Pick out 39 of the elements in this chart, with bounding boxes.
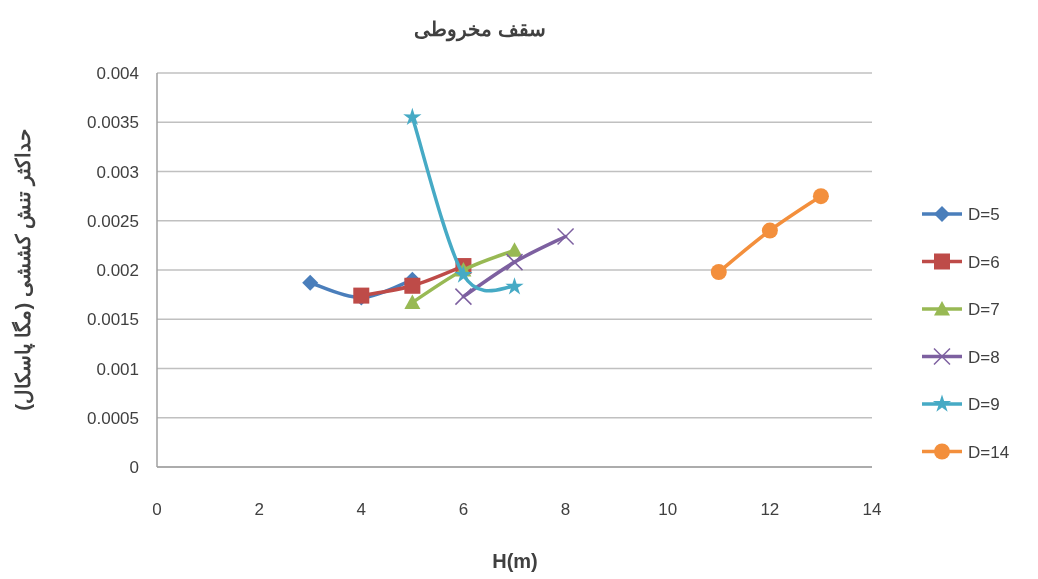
y-tick-label: 0.0035 (87, 113, 139, 133)
y-axis-title: حداکثر تنش کششی (مگا پاسکال) (11, 129, 36, 411)
chart-title: سقف مخروطی (414, 18, 546, 42)
point (505, 277, 524, 295)
point (404, 294, 421, 309)
point (454, 287, 473, 306)
x-axis-title: H(m) (492, 550, 538, 572)
y-tick-label: 0.002 (96, 261, 139, 280)
y-tick-label: 0.004 (96, 64, 139, 83)
x-tick-label: 8 (560, 500, 571, 519)
point (404, 277, 421, 294)
point (403, 107, 422, 126)
x-tick-label: 14 (862, 500, 882, 519)
y-tick-label: 0.0005 (87, 408, 139, 428)
legend-label: D=8 (968, 347, 1000, 367)
point (506, 242, 523, 257)
x-tick-label: 6 (458, 500, 469, 519)
y-tick-label: 0.003 (96, 162, 139, 182)
legend-label: D=5 (968, 205, 1000, 224)
point (505, 253, 524, 271)
point (302, 274, 319, 291)
y-tick-label: 0 (129, 458, 139, 477)
y-tick-label: 0.0015 (87, 310, 139, 330)
point (454, 265, 473, 283)
x-tick-label: 2 (254, 500, 264, 519)
point (710, 263, 727, 280)
point (812, 188, 829, 205)
legend-label: D=14 (968, 442, 1010, 462)
legend-label: D=9 (968, 395, 1000, 414)
x-tick-label: 10 (658, 500, 678, 519)
y-tick-label: 0.001 (96, 359, 139, 379)
point (761, 222, 778, 239)
x-tick-label: 12 (760, 500, 780, 519)
x-tick-label: 4 (356, 500, 367, 519)
legend-label: D=6 (968, 252, 1000, 272)
x-tick-label: 0 (152, 500, 162, 519)
legend-label: D=7 (968, 300, 1000, 319)
y-tick-label: 0.0025 (87, 211, 139, 231)
point (556, 227, 575, 246)
